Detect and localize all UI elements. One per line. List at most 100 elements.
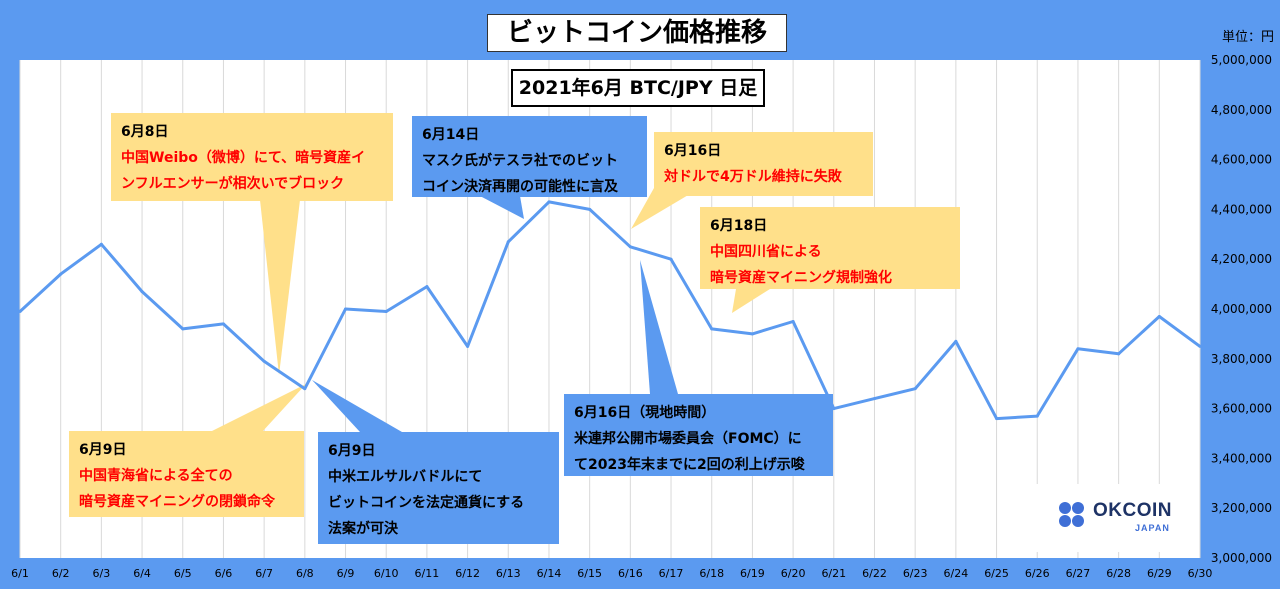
y-tick-label: 4,200,000 — [1211, 252, 1272, 266]
annotation-text: 中米エルサルバドルにて — [328, 469, 483, 485]
callout-pointers — [210, 188, 770, 432]
data-point — [1117, 352, 1121, 356]
annotation-0616: 6月16日 対ドルで4万ドル維持に失敗 — [654, 132, 873, 196]
x-tick-label: 6/17 — [659, 567, 684, 580]
data-point — [710, 327, 714, 331]
annotation-0609-elsalvador: 6月9日 中米エルサルバドルにて ビットコインを法定通貨にする 法案が可決 — [318, 432, 559, 544]
x-tick-label: 6/2 — [52, 567, 70, 580]
unit-label: 単位：円 — [1221, 30, 1274, 45]
data-point — [1157, 314, 1161, 318]
x-tick-label: 6/13 — [496, 567, 521, 580]
y-tick-label: 3,000,000 — [1211, 551, 1272, 565]
annotation-text: 中国青海省による全ての — [79, 468, 233, 484]
data-point — [506, 240, 510, 244]
annotation-text: 法案が可決 — [328, 521, 398, 537]
y-tick-label: 3,800,000 — [1211, 352, 1272, 366]
data-point — [669, 257, 673, 261]
callout-pointer — [260, 200, 300, 375]
data-point — [181, 327, 185, 331]
data-point — [99, 242, 103, 246]
data-point — [140, 290, 144, 294]
y-tick-label: 4,000,000 — [1211, 302, 1272, 316]
x-tick-label: 6/28 — [1106, 567, 1131, 580]
data-point — [791, 319, 795, 323]
x-tick-label: 6/16 — [618, 567, 643, 580]
y-tick-labels: 3,000,000 3,200,000 3,400,000 3,600,000 3,80… — [1211, 53, 1272, 565]
annotation-text: 暗号資産マイニング規制強化 — [710, 270, 892, 286]
annotation-date: 6月8日 — [121, 124, 169, 140]
x-tick-label: 6/24 — [944, 567, 969, 580]
x-tick-label: 6/1 — [11, 567, 29, 580]
annotation-date: 6月16日 — [664, 143, 722, 159]
callout-pointer — [732, 289, 770, 313]
x-tick-label: 6/5 — [174, 567, 192, 580]
x-tick-label: 6/9 — [337, 567, 355, 580]
chart-title: ビットコイン価格推移 — [487, 14, 787, 52]
x-tick-label: 6/12 — [455, 567, 480, 580]
data-point — [303, 387, 307, 391]
data-point — [954, 339, 958, 343]
annotation-0609-qinghai: 6月9日 中国青海省による全ての 暗号資産マイニングの閉鎖命令 — [69, 431, 304, 517]
callout-pointer — [312, 380, 402, 432]
data-point — [59, 272, 63, 276]
y-tick-label: 4,600,000 — [1211, 153, 1272, 167]
x-tick-label: 6/15 — [577, 567, 602, 580]
annotation-text: 中国Weibo（微博）にて、暗号資産イ — [121, 150, 366, 166]
annotation-date: 6月9日 — [79, 442, 127, 458]
data-point — [221, 322, 225, 326]
annotation-date: 6月16日（現地時間） — [574, 405, 716, 421]
annotation-text: マスク氏がテスラ社でのビット — [422, 153, 618, 169]
logo-sub: JAPAN — [1135, 523, 1170, 533]
x-tick-label: 6/4 — [133, 567, 151, 580]
annotation-text: 米連邦公開市場委員会（FOMC）に — [574, 431, 802, 447]
y-tick-label: 3,200,000 — [1211, 501, 1272, 515]
annotation-date: 6月9日 — [328, 443, 376, 459]
annotation-text: 対ドルで4万ドル維持に失敗 — [664, 169, 842, 185]
x-tick-label: 6/21 — [821, 567, 846, 580]
data-point — [262, 359, 266, 363]
annotation-date: 6月14日 — [422, 127, 480, 143]
x-tick-label: 6/7 — [255, 567, 273, 580]
callout-pointer — [210, 384, 306, 432]
data-point — [913, 387, 917, 391]
x-tick-label: 6/25 — [984, 567, 1009, 580]
annotation-0616-fomc: 6月16日（現地時間） 米連邦公開市場委員会（FOMC）に て2023年末までに… — [564, 394, 833, 476]
data-point — [1076, 347, 1080, 351]
logo-name: OKCOIN — [1093, 500, 1172, 521]
data-point — [18, 309, 22, 313]
data-point — [384, 309, 388, 313]
x-tick-label: 6/11 — [415, 567, 440, 580]
data-point — [466, 344, 470, 348]
data-point — [872, 397, 876, 401]
x-tick-label: 6/19 — [740, 567, 765, 580]
y-tick-label: 3,600,000 — [1211, 402, 1272, 416]
data-point — [832, 407, 836, 411]
annotation-date: 6月18日 — [710, 218, 768, 234]
x-tick-label: 6/3 — [93, 567, 111, 580]
x-tick-label: 6/20 — [781, 567, 806, 580]
data-point — [1035, 414, 1039, 418]
chart-subtitle: 2021年6月 BTC/JPY 日足 — [511, 69, 765, 107]
annotation-text: 中国四川省による — [710, 244, 822, 260]
data-point — [344, 307, 348, 311]
x-tick-label: 6/14 — [537, 567, 562, 580]
callout-pointer — [631, 188, 700, 229]
x-tick-label: 6/23 — [903, 567, 928, 580]
x-tick-label: 6/22 — [862, 567, 887, 580]
data-point — [1198, 344, 1202, 348]
callout-pointer — [480, 196, 524, 219]
okcoin-logo: OKCOIN JAPAN — [1035, 484, 1199, 552]
data-point — [588, 207, 592, 211]
x-tick-label: 6/18 — [699, 567, 724, 580]
data-point — [750, 332, 754, 336]
x-tick-label: 6/30 — [1188, 567, 1213, 580]
annotation-0608: 6月8日 中国Weibo（微博）にて、暗号資産イ ンフルエンサーが相次いでブロッ… — [111, 113, 393, 201]
annotation-text: ビットコインを法定通貨にする — [328, 495, 525, 511]
x-tick-label: 6/8 — [296, 567, 314, 580]
data-point — [547, 200, 551, 204]
y-tick-label: 3,400,000 — [1211, 451, 1272, 465]
x-tick-label: 6/26 — [1025, 567, 1050, 580]
annotation-text: コイン決済再開の可能性に言及 — [422, 179, 618, 195]
x-tick-label: 6/6 — [215, 567, 233, 580]
annotation-text: て2023年末までに2回の利上げ示唆 — [574, 457, 805, 473]
